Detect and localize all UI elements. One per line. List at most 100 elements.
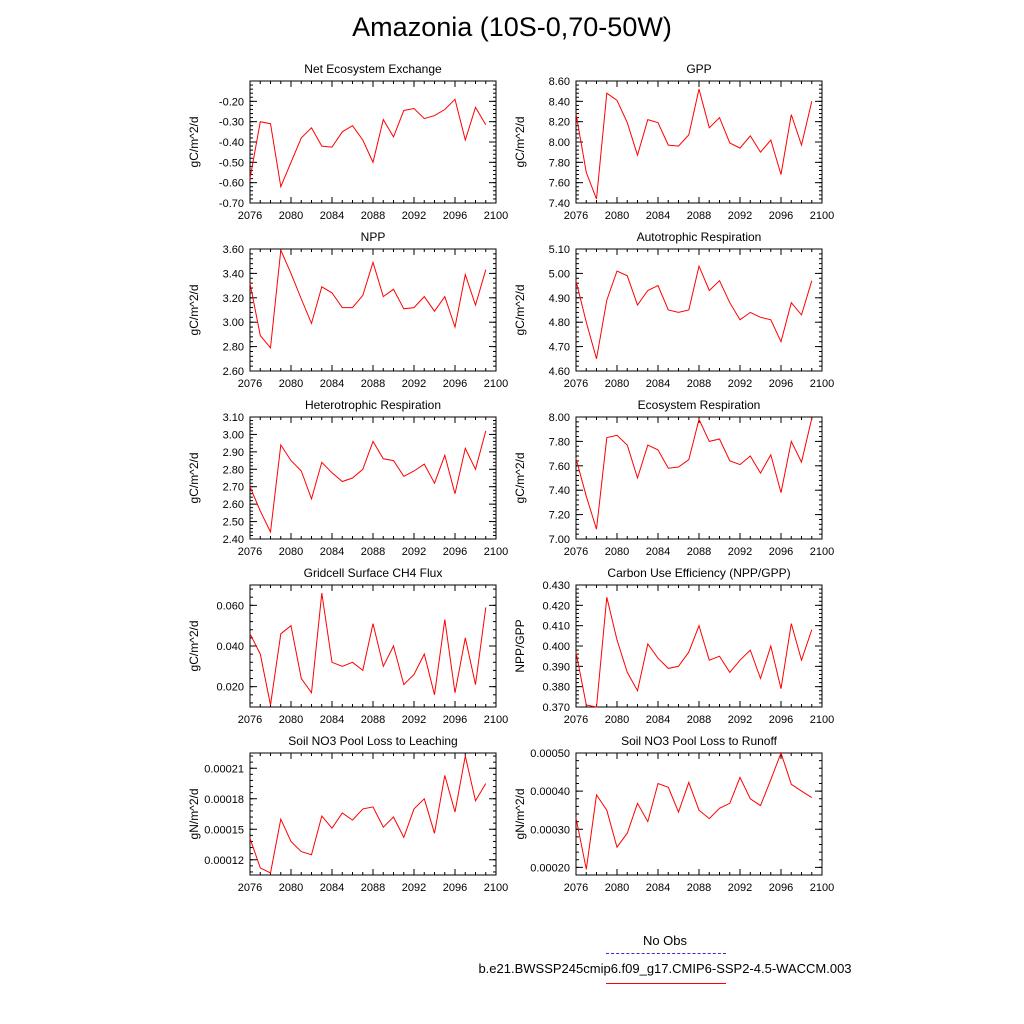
panel-title: Ecosystem Respiration — [638, 398, 761, 412]
y-tick-label: 3.10 — [223, 412, 244, 424]
panel-2: GPP gC/m^2/d 2076 2080 2084 2088 2092 2096 2100 7… — [513, 62, 834, 222]
x-tick-label: 2080 — [605, 378, 629, 390]
x-tick-label: 2088 — [361, 210, 385, 222]
x-tick-label: 2084 — [320, 882, 344, 894]
x-tick-label: 2100 — [484, 714, 508, 726]
x-tick-label: 2076 — [238, 546, 262, 558]
x-tick-label: 2084 — [320, 210, 344, 222]
y-tick-label: 2.60 — [223, 499, 244, 511]
plot-frame — [249, 416, 497, 540]
y-tick-label: 0.020 — [216, 682, 244, 694]
y-tick-label: 7.20 — [549, 510, 570, 522]
y-tick-label: 7.60 — [549, 461, 570, 473]
x-tick-label: 2084 — [646, 210, 670, 222]
y-tick-label: 0.00018 — [204, 794, 244, 806]
x-tick-label: 2088 — [687, 210, 711, 222]
y-tick-label: 0.040 — [216, 641, 244, 653]
panel-title: NPP — [361, 230, 386, 244]
x-tick-label: 2080 — [605, 546, 629, 558]
y-tick-label: -0.30 — [219, 117, 244, 129]
y-axis-label: gN/m^2/d — [513, 789, 527, 840]
series-line — [249, 755, 487, 874]
x-tick-label: 2088 — [361, 714, 385, 726]
series-line — [575, 597, 813, 708]
panel-title: Net Ecosystem Exchange — [304, 62, 442, 76]
page-title: Amazonia (10S-0,70-50W) — [352, 12, 672, 42]
series-line — [575, 264, 813, 359]
plot-frame — [575, 416, 823, 540]
series-line — [249, 248, 487, 350]
x-tick-label: 2096 — [443, 378, 467, 390]
y-tick-label: 7.80 — [549, 157, 570, 169]
series-line — [575, 751, 813, 870]
x-tick-label: 2080 — [279, 378, 303, 390]
x-tick-label: 2100 — [810, 546, 834, 558]
x-tick-label: 2100 — [810, 714, 834, 726]
y-tick-label: 0.00020 — [530, 862, 570, 874]
x-tick-label: 2088 — [687, 546, 711, 558]
x-tick-label: 2092 — [728, 210, 752, 222]
y-axis-label: gC/m^2/d — [513, 117, 527, 168]
x-tick-label: 2080 — [605, 714, 629, 726]
y-tick-label: 7.40 — [549, 198, 570, 210]
panel-title: Gridcell Surface CH4 Flux — [304, 566, 443, 580]
x-tick-label: 2080 — [279, 546, 303, 558]
y-tick-label: 3.20 — [223, 293, 244, 305]
x-tick-label: 2076 — [564, 714, 588, 726]
y-tick-label: 8.20 — [549, 117, 570, 129]
panel-3: NPP gC/m^2/d 2076 2080 2084 2088 2092 2096 2100 2… — [187, 230, 508, 390]
y-tick-label: 2.70 — [223, 482, 244, 494]
y-tick-label: 4.60 — [549, 366, 570, 378]
y-tick-label: 0.410 — [542, 621, 570, 633]
panel-7: Gridcell Surface CH4 Flux gC/m^2/d 2076 208… — [187, 566, 508, 726]
x-tick-label: 2100 — [484, 378, 508, 390]
panel-10: Soil NO3 Pool Loss to Runoff gN/m^2/d 2076… — [513, 734, 834, 894]
y-tick-label: -0.50 — [219, 157, 244, 169]
x-tick-label: 2076 — [238, 210, 262, 222]
x-tick-label: 2096 — [443, 714, 467, 726]
y-tick-label: 0.00050 — [530, 748, 570, 760]
x-tick-label: 2076 — [564, 882, 588, 894]
x-tick-label: 2080 — [279, 714, 303, 726]
x-tick-label: 2096 — [769, 546, 793, 558]
x-tick-label: 2100 — [810, 378, 834, 390]
x-tick-label: 2096 — [443, 210, 467, 222]
legend-obs-label: No Obs — [642, 933, 688, 948]
panel-5: Heterotrophic Respiration gC/m^2/d 2076 208… — [187, 398, 508, 558]
panel-title: Autotrophic Respiration — [637, 230, 762, 244]
plot-frame — [249, 584, 497, 708]
x-tick-label: 2076 — [238, 882, 262, 894]
panel-title: GPP — [686, 62, 711, 76]
y-tick-label: 4.70 — [549, 342, 570, 354]
y-tick-label: 0.00012 — [204, 855, 244, 867]
x-tick-label: 2084 — [320, 546, 344, 558]
y-tick-label: -0.60 — [219, 178, 244, 190]
y-tick-label: -0.40 — [219, 137, 244, 149]
x-tick-label: 2100 — [484, 546, 508, 558]
y-tick-label: 2.80 — [223, 342, 244, 354]
series-line — [249, 98, 487, 189]
y-tick-label: 7.60 — [549, 178, 570, 190]
plot-frame — [249, 752, 497, 876]
y-axis-label: gN/m^2/d — [187, 789, 201, 840]
y-tick-label: 8.40 — [549, 96, 570, 108]
y-tick-label: 0.00040 — [530, 786, 570, 798]
y-tick-label: -0.70 — [219, 198, 244, 210]
x-tick-label: 2088 — [687, 378, 711, 390]
y-tick-label: 0.380 — [542, 682, 570, 694]
x-tick-label: 2076 — [564, 546, 588, 558]
panel-1: Net Ecosystem Exchange gC/m^2/d 2076 2080 20… — [187, 62, 508, 222]
series-line — [249, 430, 487, 534]
y-tick-label: 8.00 — [549, 412, 570, 424]
y-tick-label: 7.80 — [549, 436, 570, 448]
legend-obs-swatch — [606, 953, 726, 954]
x-tick-label: 2092 — [402, 882, 426, 894]
y-tick-label: 8.60 — [549, 76, 570, 88]
y-tick-label: 5.10 — [549, 244, 570, 256]
series-line — [575, 88, 813, 200]
panel-title: Soil NO3 Pool Loss to Leaching — [288, 734, 457, 748]
y-tick-label: 3.40 — [223, 268, 244, 280]
x-tick-label: 2088 — [687, 882, 711, 894]
x-tick-label: 2088 — [361, 546, 385, 558]
y-tick-label: 5.00 — [549, 268, 570, 280]
